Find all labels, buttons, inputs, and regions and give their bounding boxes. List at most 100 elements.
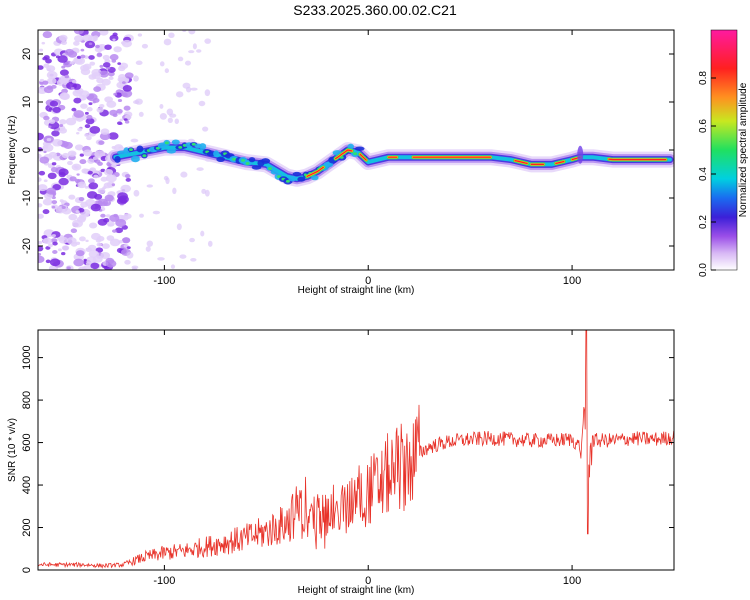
spectrogram-blob (245, 162, 250, 165)
spectrogram-speckle (207, 240, 213, 247)
snr-series-line (38, 330, 674, 569)
spectrogram-speckle (100, 128, 110, 135)
spectrogram-speckle (99, 70, 109, 78)
spectrogram-spike (577, 145, 584, 164)
spectrogram-ytick-label: 10 (21, 96, 33, 108)
spectrogram-speckle (88, 55, 95, 60)
spectrogram-speckle (52, 106, 61, 113)
spectrogram-speckle (99, 103, 105, 108)
spectrogram-blob (270, 169, 279, 175)
spectrogram-blob (241, 158, 246, 162)
spectrogram-peak-core (555, 160, 565, 164)
spectrogram-speckle (61, 40, 68, 45)
spectrogram-blob (142, 154, 147, 158)
spectrogram-speckle (141, 43, 149, 49)
spectrogram-blob (136, 145, 144, 153)
spectrogram-speckle (58, 34, 68, 41)
spectrogram-blob (191, 142, 196, 146)
spectrogram-peak-core (359, 153, 367, 161)
spectrogram-speckle (89, 222, 98, 229)
spectrogram-speckle (88, 42, 93, 46)
spectrogram-speckle (121, 92, 128, 98)
spectrogram-speckle (48, 119, 56, 124)
spectrogram-speckle (204, 38, 212, 44)
snr-ylabel: SNR (10 * v/v) (7, 418, 18, 482)
spectrogram-blob (130, 155, 140, 163)
spectrogram-speckle (109, 109, 118, 116)
spectrogram-speckle (89, 61, 96, 66)
spectrogram-speckle (50, 166, 59, 173)
spectrogram-speckle (159, 104, 164, 109)
spectrogram-speckle (190, 87, 198, 91)
spectrogram-speckle (67, 50, 78, 58)
spectrogram-speckle (125, 177, 131, 182)
spectrogram-speckle (120, 184, 132, 193)
spectrogram-blob (164, 141, 169, 145)
spectrogram-speckle (107, 223, 112, 227)
spectrogram-speckle (61, 205, 66, 209)
spectrogram-speckle (163, 38, 172, 46)
spectrogram-speckle (46, 77, 57, 85)
spectrogram-speckle (84, 133, 89, 137)
spectrogram-speckle (76, 132, 80, 135)
snr-ytick-label: 200 (21, 518, 33, 536)
spectrogram-speckle (97, 198, 109, 207)
spectrogram-speckle (66, 266, 71, 270)
spectrogram-speckle (61, 65, 66, 69)
spectrogram-speckle (42, 198, 53, 206)
spectrogram-speckle (38, 184, 48, 192)
spectrogram-speckle (91, 72, 102, 80)
spectrogram-speckle (48, 151, 58, 158)
spectrogram-speckle (45, 259, 51, 264)
spectrogram-speckle (70, 228, 78, 234)
spectrogram-speckle (39, 48, 44, 52)
spectrogram-speckle (51, 162, 57, 166)
spectrogram-blob (166, 148, 177, 154)
spectrogram-speckle (43, 63, 50, 68)
spectrogram-speckle (87, 170, 93, 175)
spectrogram-speckle (51, 205, 56, 209)
spectrogram-speckle (79, 90, 90, 98)
spectrogram-speckle (85, 261, 92, 266)
spectrogram-speckle (93, 37, 98, 41)
spectrogram-speckle (76, 173, 80, 176)
spectrogram-speckle (48, 107, 53, 111)
spectrogram-speckle (115, 218, 127, 227)
spectrogram-speckle (133, 189, 140, 197)
spectrogram-speckle (103, 218, 110, 223)
spectrogram-speckle (63, 81, 68, 85)
spectrogram-speckle (39, 78, 45, 83)
spectrogram-speckle (59, 199, 64, 203)
spectrogram-speckle (172, 187, 177, 195)
spectrogram-speckle (188, 30, 196, 35)
spectrogram-speckle (46, 187, 56, 195)
spectrogram-speckle (80, 103, 88, 109)
spectrogram-blob (276, 175, 281, 178)
spectrogram-speckle (167, 117, 173, 124)
colorbar-tick-label: 0.8 (698, 71, 709, 85)
spectrogram-speckle (196, 49, 202, 53)
spectrogram-speckle (61, 152, 70, 159)
spectrogram-speckle (188, 50, 195, 54)
spectrogram-speckle (75, 241, 81, 245)
spectrogram-speckle (74, 166, 79, 169)
spectrogram-speckle (117, 62, 122, 65)
spectrogram-speckle (113, 46, 122, 53)
colorbar-tick-label: 0.4 (698, 167, 709, 181)
spectrogram-blob (213, 150, 220, 158)
spectrogram-speckle (85, 247, 90, 251)
spectrogram-speckle (67, 160, 73, 166)
spectrogram-speckle (102, 62, 111, 68)
spectrogram-speckle (49, 100, 59, 107)
spectrogram-speckle (63, 60, 73, 68)
spectrogram-speckle (51, 234, 56, 238)
spectrogram-blob (128, 148, 133, 152)
colorbar-gradient (710, 29, 738, 271)
spectrogram-speckle (86, 114, 93, 120)
figure-title: S233.2025.360.00.02.C21 (293, 2, 457, 18)
spectrogram-speckle (182, 30, 187, 33)
spectrogram-speckle (99, 64, 104, 68)
spectrogram-speckle (163, 175, 169, 181)
spectrogram-speckle (111, 145, 116, 149)
